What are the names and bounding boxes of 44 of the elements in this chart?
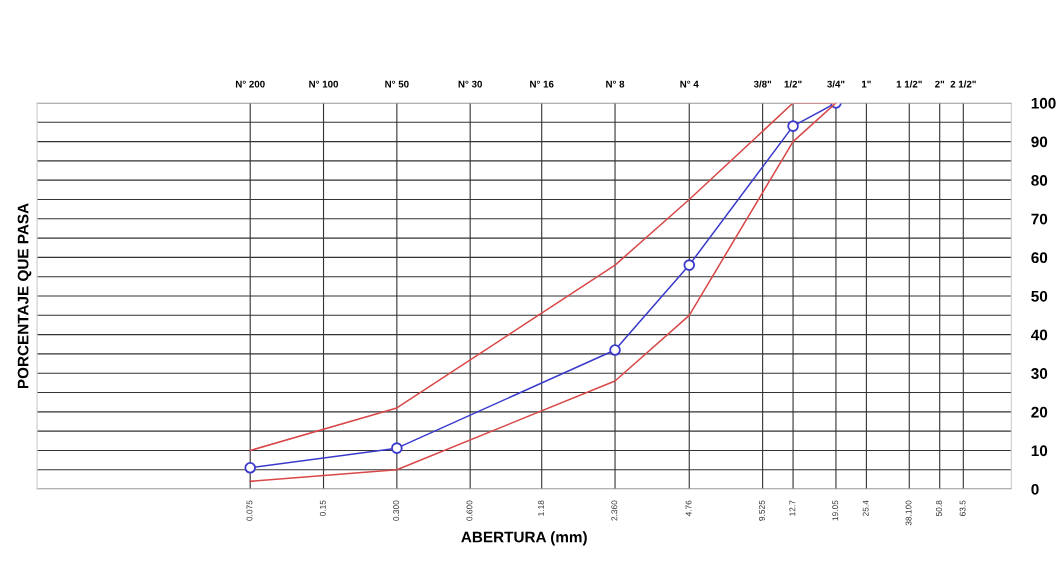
y-tick-label: 90 xyxy=(1031,136,1048,148)
x-tick-label: 50.8 xyxy=(936,500,942,517)
x-tick-label: 9.525 xyxy=(758,500,765,521)
text: 1" xyxy=(861,80,871,88)
y-tick-label: 100 xyxy=(1031,97,1056,109)
y-tick-label: 60 xyxy=(1031,252,1048,264)
y-tick-label: 30 xyxy=(1031,368,1048,379)
x-tick-label: 12.7 xyxy=(789,500,796,516)
text: 2" xyxy=(935,80,945,88)
x-tick-label: 0.075 xyxy=(246,500,253,521)
text: 2 1/2" xyxy=(950,80,976,88)
point xyxy=(391,442,403,454)
x-tick-label: 0.15 xyxy=(319,500,326,517)
x-tick-label: 25.4 xyxy=(862,500,869,516)
y-tick-label: 20 xyxy=(1031,406,1048,418)
text: N° 16 xyxy=(530,80,554,88)
y-tick-label: 50 xyxy=(1031,290,1048,302)
text: N° 8 xyxy=(606,80,625,88)
point xyxy=(244,462,256,474)
x-tick-label: 63.5 xyxy=(959,500,966,516)
point xyxy=(683,259,696,271)
x-tick-label: 0.600 xyxy=(466,500,473,521)
x-tick-label: 0.300 xyxy=(393,500,400,521)
y-tick-label: 70 xyxy=(1031,213,1048,225)
y-tick-label: 10 xyxy=(1031,445,1048,457)
text: N° 30 xyxy=(458,80,482,88)
y-tick-label: 40 xyxy=(1031,329,1048,341)
text: 1/2" xyxy=(784,80,802,88)
text: N° 50 xyxy=(385,80,409,88)
text: N° 200 xyxy=(235,80,265,88)
x-tick-label: 38.100 xyxy=(905,500,912,526)
x-axis-title: ABERTURA (mm) xyxy=(461,531,587,546)
x-tick-label: 19.05 xyxy=(832,500,839,521)
text: 3/4" xyxy=(827,80,845,88)
x-tick-label: 4.76 xyxy=(685,500,692,517)
x-tick-label: 1.18 xyxy=(538,500,544,516)
y-tick-label: 80 xyxy=(1031,175,1048,186)
text: 1 1/2" xyxy=(896,80,922,88)
text: 3/8" xyxy=(753,80,772,88)
text: N° 4 xyxy=(680,80,699,88)
y-axis-title: PORCENTAJE QUE PASA xyxy=(17,203,32,389)
y-tick-label: 0 xyxy=(1031,483,1039,495)
x-tick-label: 2.360 xyxy=(611,500,618,521)
text: N° 100 xyxy=(309,80,339,88)
